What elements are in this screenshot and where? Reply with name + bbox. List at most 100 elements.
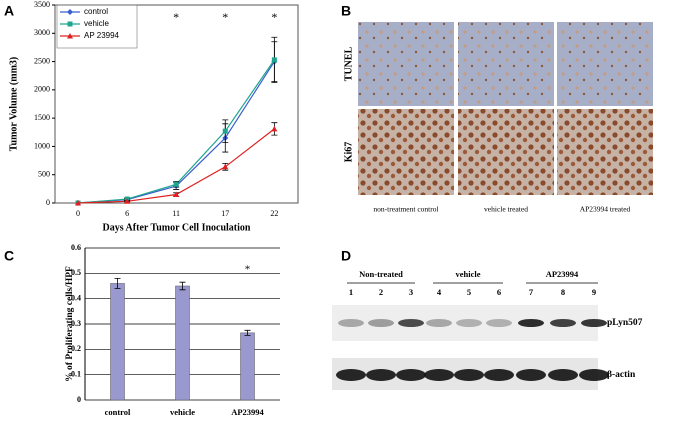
- blot-band: [336, 369, 366, 381]
- blot-band: [454, 369, 484, 381]
- marker: [75, 200, 81, 206]
- column-label: AP23994 treated: [580, 205, 631, 214]
- blot-band: [548, 369, 578, 381]
- y-tick-label: 0: [77, 395, 81, 404]
- blot-band: [579, 369, 609, 381]
- marker: [67, 21, 73, 27]
- y-tick-label: 500: [38, 170, 50, 179]
- blot-label: pLyn507: [607, 318, 643, 328]
- x-tick-label: 11: [172, 209, 180, 218]
- x-tick-label: 22: [270, 209, 278, 218]
- significance-mark: *: [245, 264, 251, 276]
- lane-label: 7: [529, 287, 534, 297]
- blot-band: [456, 319, 482, 327]
- plot-frame: [54, 4, 299, 204]
- y-axis-title: % of Proliferating cells/HPF: [65, 266, 75, 382]
- y-tick-label: 1000: [34, 141, 50, 150]
- marker: [222, 163, 229, 170]
- lane-label: 9: [592, 287, 596, 297]
- blot-band: [424, 369, 454, 381]
- micrograph: [458, 22, 554, 106]
- blot-band: [581, 319, 607, 327]
- column-label: vehicle treated: [484, 205, 528, 214]
- blot-band: [368, 319, 394, 327]
- y-tick-label: 2500: [34, 56, 50, 65]
- marker: [173, 181, 179, 187]
- group-label: Non-treated: [359, 269, 403, 279]
- panel-letter: A: [4, 3, 14, 19]
- significance-mark: *: [222, 10, 228, 24]
- y-tick-label: 0.3: [71, 319, 81, 328]
- lane-label: 4: [437, 287, 442, 297]
- lane-label: 6: [497, 287, 501, 297]
- x-tick-label: 6: [125, 209, 129, 218]
- marker: [124, 198, 131, 204]
- significance-mark: *: [173, 10, 179, 24]
- marker: [67, 9, 73, 15]
- blot-band: [396, 369, 426, 381]
- y-tick-label: 0.2: [71, 344, 81, 353]
- y-tick-label: 0: [46, 198, 50, 207]
- row-label: Ki67: [343, 142, 354, 163]
- blot-band: [338, 319, 364, 327]
- bar: [110, 283, 125, 401]
- micrograph: [458, 109, 554, 195]
- micrograph: [358, 109, 454, 195]
- legend-frame: [56, 4, 138, 49]
- y-tick-label: 3000: [34, 28, 50, 37]
- legend-label: AP 23994: [84, 31, 120, 40]
- error-bar: [244, 329, 251, 336]
- lane-label: 5: [467, 287, 471, 297]
- blot-band: [516, 369, 546, 381]
- group-label: vehicle: [455, 269, 480, 279]
- bar: [240, 332, 255, 401]
- marker: [222, 128, 228, 134]
- y-tick-label: 2000: [34, 85, 50, 94]
- micrograph: [557, 109, 653, 195]
- panel-letter: B: [341, 3, 351, 19]
- significance-mark: *: [271, 10, 277, 24]
- bar: [175, 285, 190, 401]
- x-axis-title: Days After Tumor Cell Inoculation: [103, 222, 251, 233]
- x-tick-label: 17: [221, 209, 229, 218]
- x-tick-label: vehicle: [170, 407, 195, 417]
- micrograph: [358, 22, 454, 106]
- lane-label: 3: [409, 287, 413, 297]
- blot-band: [550, 319, 576, 327]
- legend-label: vehicle: [84, 19, 109, 28]
- y-tick-label: 0.6: [71, 243, 81, 252]
- row-label: TUNEL: [343, 46, 354, 81]
- lane-label: 1: [349, 287, 353, 297]
- blot-band: [366, 369, 396, 381]
- y-tick-label: 1500: [34, 113, 50, 122]
- blot-band: [398, 319, 424, 327]
- marker: [271, 125, 278, 132]
- column-label: non-treatment control: [373, 205, 438, 214]
- y-axis-title: Tumor Volume (mm3): [8, 57, 19, 151]
- marker: [67, 33, 73, 39]
- group-label: AP23994: [546, 269, 579, 279]
- lane-label: 2: [379, 287, 383, 297]
- blot-band: [486, 319, 512, 327]
- blot-band: [426, 319, 452, 327]
- blot-band: [518, 319, 544, 327]
- x-tick-label: control: [105, 407, 131, 417]
- x-tick-label: AP23994: [231, 407, 264, 417]
- y-tick-label: 0.5: [71, 268, 81, 277]
- error-bar: [114, 278, 121, 289]
- lane-label: 8: [561, 287, 565, 297]
- legend-label: control: [84, 7, 108, 16]
- y-tick-label: 3500: [34, 0, 50, 9]
- marker: [271, 57, 277, 63]
- y-tick-label: 0.4: [71, 293, 81, 302]
- micrograph: [557, 22, 653, 106]
- blot-label: β-actin: [607, 370, 636, 380]
- error-bar: [179, 281, 186, 291]
- panel-letter: D: [341, 248, 351, 264]
- panel-letter: C: [4, 248, 14, 264]
- blot-band: [484, 369, 514, 381]
- y-tick-label: 0.1: [71, 369, 81, 378]
- marker: [173, 191, 180, 198]
- x-tick-label: 0: [76, 209, 80, 218]
